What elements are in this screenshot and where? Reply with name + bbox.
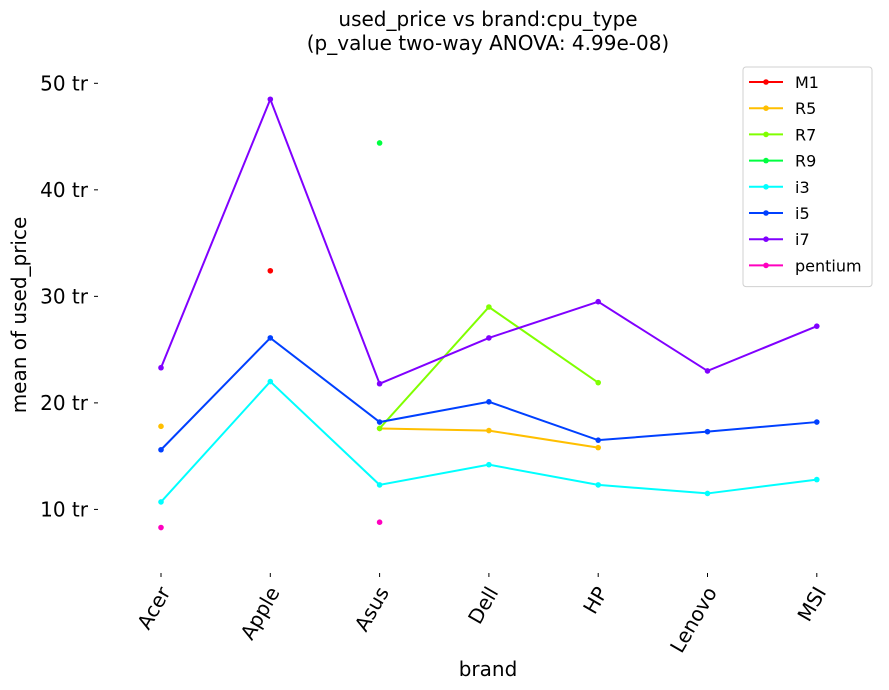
x-tick-label-2: Asus (350, 583, 394, 636)
point-i5-Apple (267, 335, 274, 341)
series-line-i7-0 (160, 96, 818, 386)
chart-title-line2: (p_value two-way ANOVA: 4.99e-08) (307, 31, 669, 55)
point-i7-Lenovo (704, 368, 711, 374)
legend: M1 R5 R7 R9 i3 i5 i7 pentium (742, 66, 873, 288)
point-i3-HP (595, 482, 601, 488)
legend-marker-i5 (763, 210, 769, 216)
point-i5-Dell (486, 399, 492, 405)
x-tick-label-6: MSI (792, 583, 831, 626)
y-axis: 10 tr 20 tr 30 tr 40 tr 50 tr (40, 71, 98, 521)
legend-marker-i3 (763, 184, 769, 190)
point-R7-Dell (486, 304, 492, 310)
x-tick-label-4: HP (578, 583, 612, 618)
legend-box (742, 66, 873, 288)
point-R7-Asus (376, 425, 383, 432)
legend-label-R9: R9 (795, 152, 816, 171)
x-tick-label-1: Apple (235, 583, 284, 644)
point-i3-Acer (158, 499, 164, 505)
y-tick-label-2: 30 tr (40, 284, 89, 308)
legend-label-pentium: pentium (795, 256, 862, 275)
y-tick-label-0: 10 tr (40, 497, 89, 521)
point-i3-Apple (267, 378, 274, 385)
point-i7-MSI (814, 323, 820, 329)
legend-marker-i7 (763, 236, 769, 242)
legend-label-i7: i7 (795, 230, 810, 249)
series-pentium (158, 519, 383, 531)
legend-marker-R7 (763, 131, 769, 138)
point-R9-Asus (376, 140, 383, 146)
point-i7-Apple (267, 96, 274, 103)
legend-item-R7: R7 (749, 125, 816, 144)
point-i7-Acer (158, 364, 164, 371)
series-M1 (267, 267, 274, 274)
series-R9 (376, 140, 383, 146)
y-tick-label-4: 50 tr (40, 71, 89, 95)
x-axis-label: brand (459, 657, 518, 681)
series-line-R7-0 (378, 305, 599, 430)
point-R5-HP (595, 444, 601, 451)
x-tick-label-0: Acer (132, 582, 176, 634)
legend-item-pentium: pentium (749, 256, 862, 275)
series-i5 (158, 335, 820, 453)
point-i5-MSI (814, 419, 820, 425)
series-i3 (158, 378, 820, 505)
point-i3-MSI (814, 476, 820, 483)
chart-title-line1: used_price vs brand:cpu_type (338, 7, 637, 31)
legend-label-i3: i3 (795, 178, 810, 197)
y-tick-label-3: 40 tr (40, 178, 89, 202)
x-tick-label-3: Dell (463, 583, 503, 629)
legend-item-R9: R9 (749, 152, 816, 171)
legend-label-i5: i5 (795, 204, 810, 223)
y-axis-label: mean of used_price (7, 217, 31, 414)
point-pentium-Asus (376, 519, 383, 525)
legend-label-R7: R7 (795, 125, 816, 144)
point-i5-Asus (376, 419, 383, 425)
point-R7-HP (595, 379, 601, 386)
legend-marker-R9 (763, 157, 769, 164)
legend-item-i5: i5 (749, 204, 810, 223)
legend-label-R5: R5 (795, 99, 816, 118)
point-M1-Apple (267, 267, 274, 274)
legend-item-i7: i7 (749, 230, 810, 249)
point-R5-Dell (486, 427, 492, 434)
series-i7 (158, 96, 820, 387)
legend-item-M1: M1 (749, 73, 819, 92)
series-R5 (158, 423, 601, 451)
point-i7-HP (595, 298, 601, 305)
x-axis: Acer Apple Asus Dell HP Lenovo MSI (132, 573, 831, 657)
point-i7-Asus (376, 380, 383, 387)
series-layer (158, 96, 820, 531)
series-R7 (376, 304, 601, 432)
legend-marker-pentium (763, 262, 769, 269)
point-i3-Lenovo (704, 490, 711, 497)
point-i5-Lenovo (704, 428, 711, 435)
point-pentium-Acer (158, 524, 164, 531)
legend-marker-R5 (763, 105, 769, 111)
point-i5-Acer (158, 446, 164, 453)
legend-marker-M1 (763, 79, 769, 85)
x-tick-label-5: Lenovo (665, 583, 722, 657)
point-i7-Dell (486, 335, 492, 341)
point-i5-HP (595, 437, 601, 443)
point-i3-Asus (376, 482, 383, 488)
point-i3-Dell (486, 461, 492, 468)
legend-item-R5: R5 (749, 99, 816, 118)
y-tick-label-1: 20 tr (40, 391, 89, 415)
point-R5-Acer (158, 423, 164, 430)
legend-item-i3: i3 (749, 178, 810, 197)
legend-label-M1: M1 (795, 73, 819, 92)
